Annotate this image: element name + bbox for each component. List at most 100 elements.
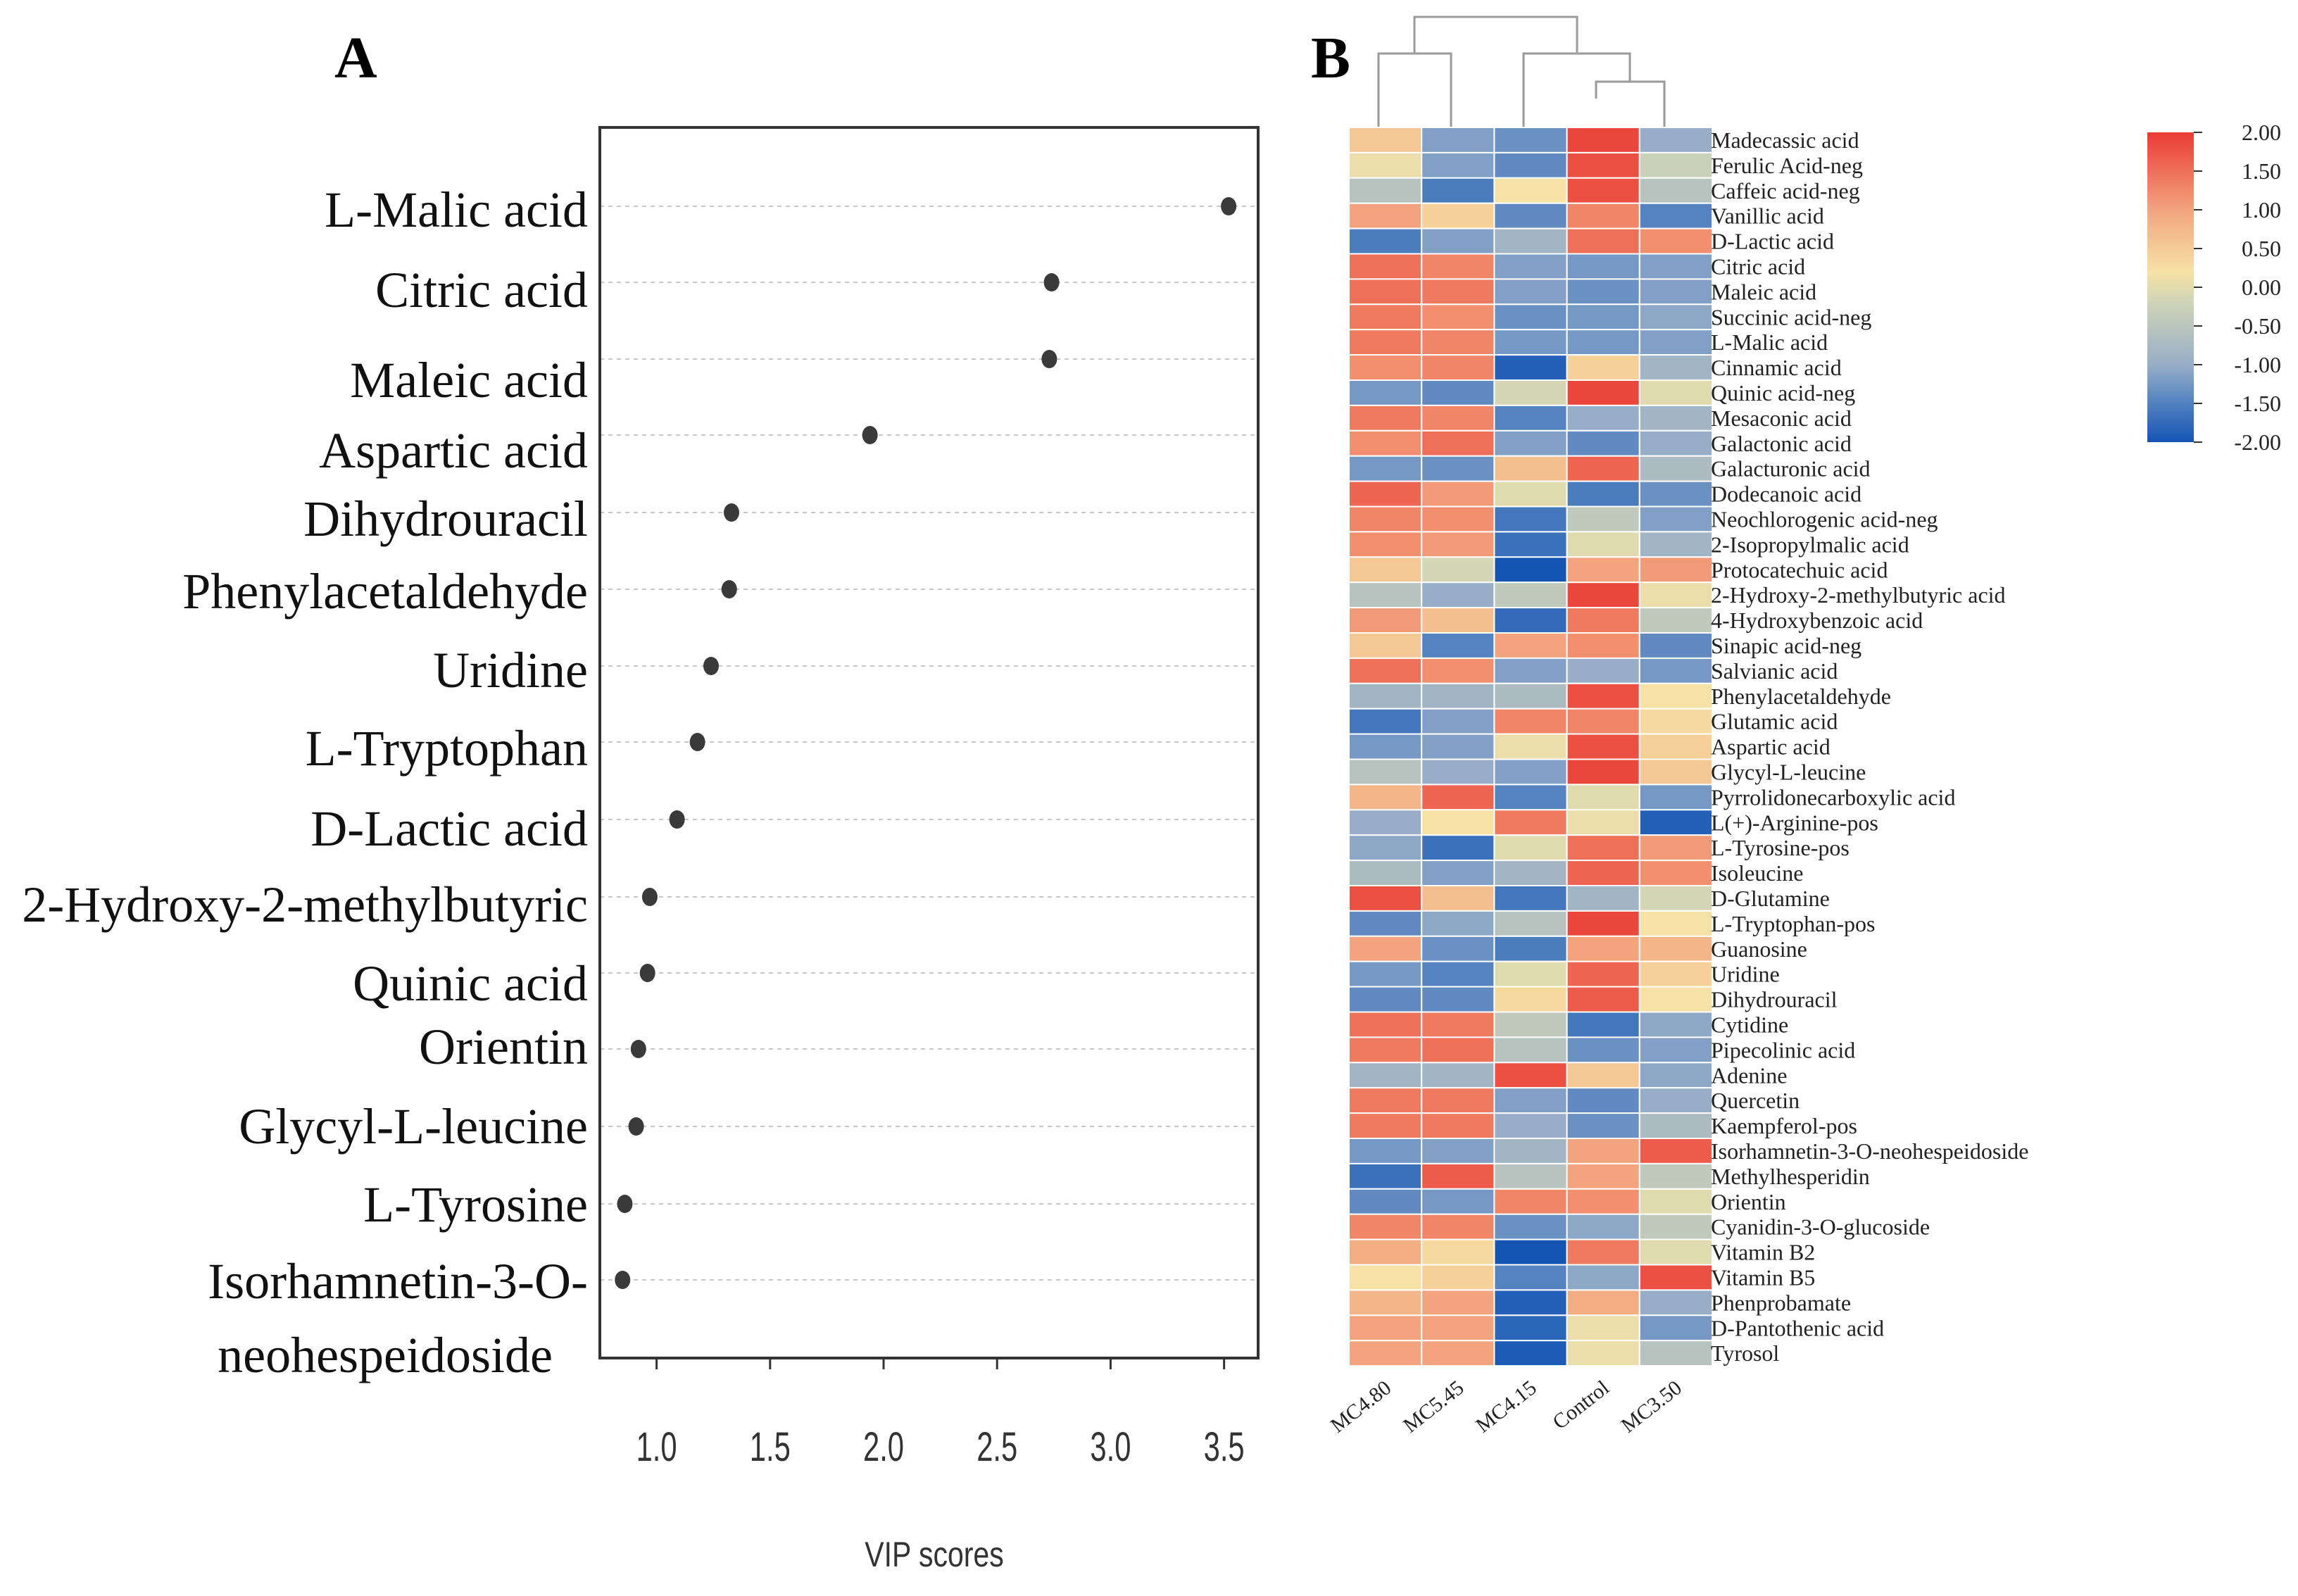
heatmap-cell: [1566, 1011, 1640, 1038]
heatmap-cell: [1638, 151, 1714, 179]
heatmap-cell: [1348, 531, 1423, 558]
heatmap-cell: [1493, 1238, 1568, 1266]
heatmap-cell: [1348, 429, 1423, 457]
heatmap-cell: [1566, 1188, 1640, 1215]
vip-metabolite-label: Quinic acid: [353, 955, 588, 1012]
heatmap-cell: [1638, 227, 1714, 255]
heatmap-cell: [1638, 986, 1714, 1013]
vip-dot: [862, 426, 878, 444]
heatmap-cell: [1566, 733, 1640, 760]
heatmap-cell: [1566, 480, 1640, 508]
heatmap-cell: [1638, 1062, 1714, 1089]
heatmap-cell: [1638, 1289, 1714, 1317]
heatmap-cell: [1638, 607, 1714, 634]
heatmap-row-label: D-Lactic acid: [1711, 229, 1834, 254]
heatmap-row-label: Adenine: [1711, 1062, 1787, 1088]
heatmap-cell: [1566, 505, 1640, 533]
heatmap-row-label: Vitamin B5: [1711, 1264, 1815, 1290]
heatmap-cell: [1493, 429, 1568, 457]
heatmap-cell: [1493, 227, 1568, 255]
heatmap-cell: [1638, 834, 1714, 862]
heatmap-cell: [1348, 1138, 1423, 1164]
heatmap-cell: [1493, 657, 1568, 684]
heatmap-cell: [1638, 278, 1714, 306]
heatmap-cell: [1566, 708, 1640, 735]
vip-x-tick-label: 2.0: [863, 1424, 904, 1469]
colorbar-tick-label: -0.50: [2234, 313, 2281, 339]
heatmap-cell: [1421, 986, 1495, 1013]
heatmap-cell: [1566, 682, 1640, 710]
colorbar-tick-label: 2.00: [2242, 120, 2281, 145]
heatmap-cell: [1566, 834, 1640, 862]
heatmap-cell: [1566, 809, 1640, 836]
vip-metabolite-label: Aspartic acid: [319, 422, 588, 479]
colorbar-tick-label: 0.00: [2242, 275, 2281, 300]
heatmap-cell: [1348, 1162, 1423, 1190]
vip-x-axis: 1.0 1.5 2.0 2.5 3.0 3.5: [636, 1358, 1245, 1470]
heatmap-cell: [1638, 582, 1714, 609]
heatmap-cell: [1493, 480, 1568, 508]
heatmap-cell: [1348, 1289, 1423, 1317]
heatmap-cell: [1638, 910, 1714, 937]
vip-x-tick-label: 3.0: [1090, 1424, 1131, 1469]
heatmap-cell: [1348, 1062, 1423, 1089]
heatmap-cell: [1566, 1162, 1640, 1190]
heatmap-row-label: Isorhamnetin-3-O-neohespeidoside: [1711, 1138, 2028, 1164]
heatmap-cell: [1348, 708, 1423, 735]
heatmap-row-label: Neochlorogenic acid-neg: [1711, 506, 1938, 532]
heatmap-cell: [1348, 404, 1423, 432]
heatmap-cell: [1493, 1138, 1568, 1164]
heatmap-cell: [1638, 1036, 1714, 1064]
heatmap-cell: [1493, 1062, 1568, 1089]
heatmap-cell: [1566, 607, 1640, 634]
heatmap-cell: [1421, 1213, 1495, 1240]
heatmap-row-label: 4-Hydroxybenzoic acid: [1711, 608, 1923, 633]
vip-plot: 1.0 1.5 2.0 2.5 3.0 3.5 L-Malic acid Citric ac…: [22, 126, 1260, 1574]
heatmap-column-labels: MC4.80 MC5.45 MC4.15 Control MC3.50: [1326, 1376, 1686, 1438]
heatmap-row-label: Dihydrouracil: [1711, 987, 1838, 1012]
vip-dot: [703, 657, 719, 675]
vip-metabolite-label: D-Lactic acid: [310, 800, 588, 857]
heatmap-cell: [1566, 354, 1640, 382]
heatmap-cell: [1493, 303, 1568, 331]
heatmap-cell: [1421, 582, 1495, 609]
heatmap-cell: [1421, 1340, 1495, 1367]
heatmap-cell: [1348, 733, 1423, 760]
heatmap-column-label: MC3.50: [1617, 1376, 1686, 1438]
panel-a-label: A: [334, 25, 377, 91]
heatmap-cell: [1566, 986, 1640, 1013]
heatmap-cell: [1421, 1011, 1495, 1038]
heatmap-row-label: Phenylacetaldehyde: [1711, 684, 1891, 709]
heatmap-row-label: Protocatechuic acid: [1711, 557, 1888, 582]
heatmap-row-label: Vanillic acid: [1711, 203, 1824, 229]
heatmap-cell: [1348, 505, 1423, 533]
heatmap-cell: [1638, 784, 1714, 811]
heatmap-row-label: Sinapic acid-neg: [1711, 633, 1861, 658]
heatmap-cell: [1421, 404, 1495, 432]
heatmap-cell: [1493, 1036, 1568, 1064]
heatmap-cell: [1566, 151, 1640, 179]
heatmap-cell: [1493, 910, 1568, 937]
heatmap-row-label: Vitamin B2: [1711, 1240, 1815, 1265]
heatmap-cell: [1421, 127, 1495, 153]
heatmap-cell: [1638, 556, 1714, 584]
heatmap-cell: [1421, 480, 1495, 508]
heatmap-row-label: 2-Isopropylmalic acid: [1711, 532, 1909, 557]
heatmap-cell: [1566, 278, 1640, 306]
heatmap-row-label: Galactonic acid: [1711, 431, 1852, 456]
heatmap-cell: [1638, 202, 1714, 230]
heatmap-cell: [1421, 834, 1495, 862]
heatmap-cell: [1493, 582, 1568, 609]
heatmap-row-label: Cinnamic acid: [1711, 355, 1842, 380]
heatmap-row-label: Orientin: [1711, 1189, 1786, 1214]
dendrogram-branch: [1595, 80, 1666, 127]
heatmap-cell: [1638, 329, 1714, 356]
heatmap-cell: [1421, 354, 1495, 382]
heatmap-row-label: Glutamic acid: [1711, 709, 1838, 734]
heatmap-cell: [1566, 632, 1640, 659]
heatmap-cell: [1348, 177, 1423, 204]
heatmap-cell: [1566, 177, 1640, 204]
heatmap-row-label: Tyrosol: [1711, 1340, 1779, 1366]
heatmap-row-label: Salvianic acid: [1711, 658, 1838, 684]
